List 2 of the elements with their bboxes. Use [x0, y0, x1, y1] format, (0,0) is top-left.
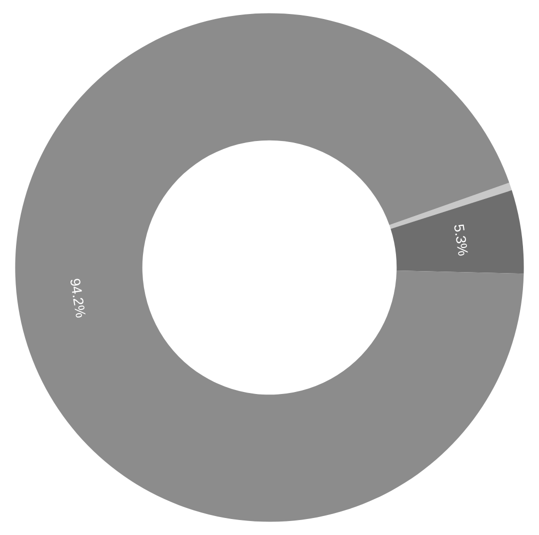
data-label: 94.2% — [67, 277, 90, 319]
data-label: 5.3% — [451, 223, 472, 257]
